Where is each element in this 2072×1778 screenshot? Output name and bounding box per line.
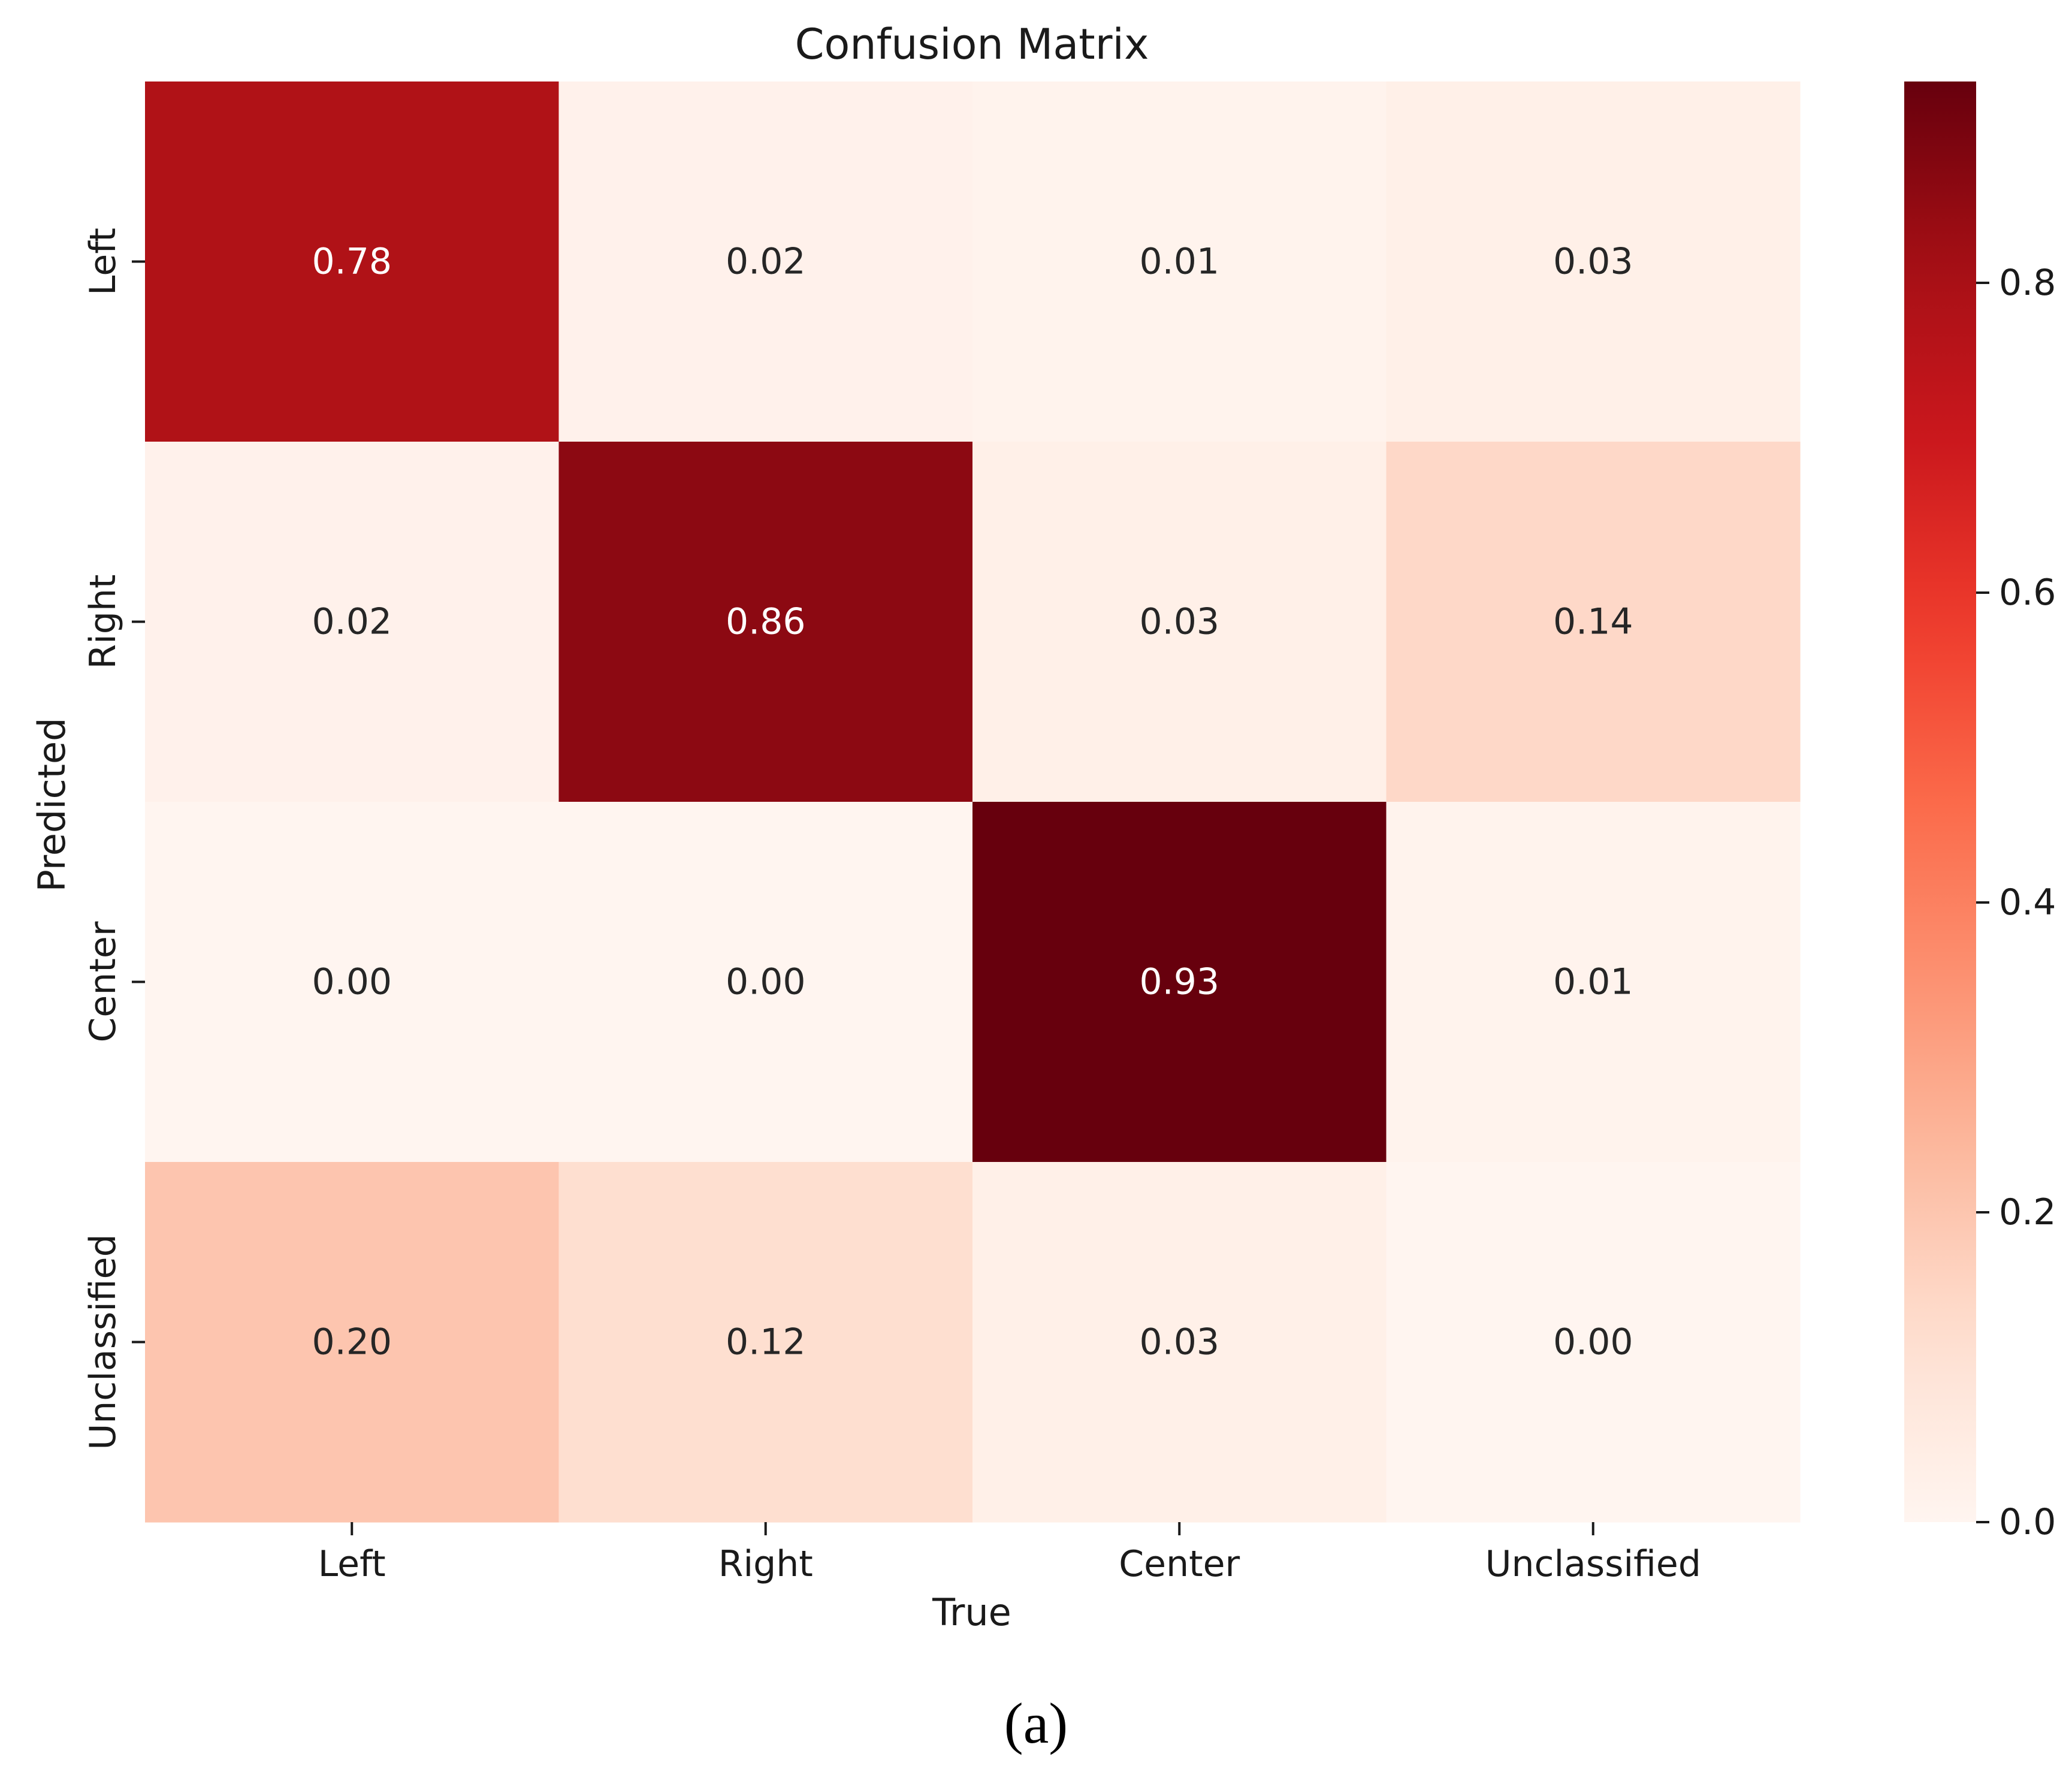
cell-value-label: 0.03	[1139, 1321, 1219, 1363]
colorbar-tick-label: 0.2	[1999, 1191, 2056, 1233]
cell-value-label: 0.01	[1139, 241, 1219, 283]
cell-value-label: 0.20	[312, 1321, 392, 1363]
colorbar-ticks: 0.0 0.2 0.4 0.6 0.8	[1976, 262, 2056, 1543]
cell-value-label: 0.86	[726, 601, 806, 643]
heatmap-cell	[145, 802, 560, 1163]
colorbar-tick-label: 0.8	[1999, 262, 2056, 304]
cell-value-label: 0.78	[312, 241, 392, 283]
x-axis-label: True	[932, 1590, 1011, 1634]
y-axis: Left Right Center Unclassified	[82, 228, 145, 1450]
heatmap-cell	[145, 1162, 560, 1523]
heatmap-cell	[1386, 1162, 1801, 1523]
colorbar	[1904, 81, 1976, 1522]
heatmap-cell	[558, 81, 973, 442]
cell-value-label: 0.01	[1553, 961, 1633, 1003]
heatmap-cell	[972, 1162, 1387, 1523]
heatmap-cell	[145, 442, 560, 802]
cell-value-label: 0.14	[1553, 601, 1633, 643]
cell-value-label: 0.03	[1553, 241, 1633, 283]
cell-value-label: 0.02	[726, 241, 806, 283]
y-tick-label: Center	[82, 921, 124, 1042]
heatmap-cells	[145, 81, 1801, 1523]
y-axis-label: Predicted	[30, 717, 74, 892]
heatmap-cell	[1386, 442, 1801, 802]
heatmap-cell	[1386, 802, 1801, 1163]
heatmap-cell	[145, 81, 560, 442]
heatmap-cell	[558, 442, 973, 802]
heatmap-cell	[558, 1162, 973, 1523]
y-tick-label: Left	[82, 228, 124, 295]
y-tick-label: Unclassified	[82, 1234, 124, 1450]
heatmap-cell	[972, 802, 1387, 1163]
x-axis: Left Right Center Unclassified	[318, 1522, 1701, 1585]
cell-value-label: 0.12	[726, 1321, 806, 1363]
cell-value-label: 0.00	[312, 961, 392, 1003]
y-tick-label: Right	[82, 575, 124, 669]
heatmap-cell	[1386, 81, 1801, 442]
heatmap-cell	[972, 442, 1387, 802]
x-tick-label: Right	[718, 1543, 813, 1585]
heatmap-value-labels: 0.78 0.02 0.01 0.03 0.02 0.86 0.03 0.14 0.00 0.00…	[312, 241, 1633, 1363]
chart-title: Confusion Matrix	[795, 20, 1149, 69]
x-tick-label: Unclassified	[1485, 1543, 1701, 1585]
x-tick-label: Center	[1119, 1543, 1240, 1585]
colorbar-tick-label: 0.0	[1999, 1501, 2056, 1543]
cell-value-label: 0.02	[312, 601, 392, 643]
cell-value-label: 0.93	[1139, 961, 1219, 1003]
heatmap-cell	[972, 81, 1387, 442]
figure-caption: (a)	[1004, 1691, 1068, 1755]
colorbar-tick-label: 0.4	[1999, 882, 2056, 923]
heatmap-cell	[558, 802, 973, 1163]
cell-value-label: 0.00	[1553, 1321, 1633, 1363]
cell-value-label: 0.00	[726, 961, 806, 1003]
x-tick-label: Left	[318, 1543, 386, 1585]
colorbar-tick-label: 0.6	[1999, 572, 2056, 614]
cell-value-label: 0.03	[1139, 601, 1219, 643]
